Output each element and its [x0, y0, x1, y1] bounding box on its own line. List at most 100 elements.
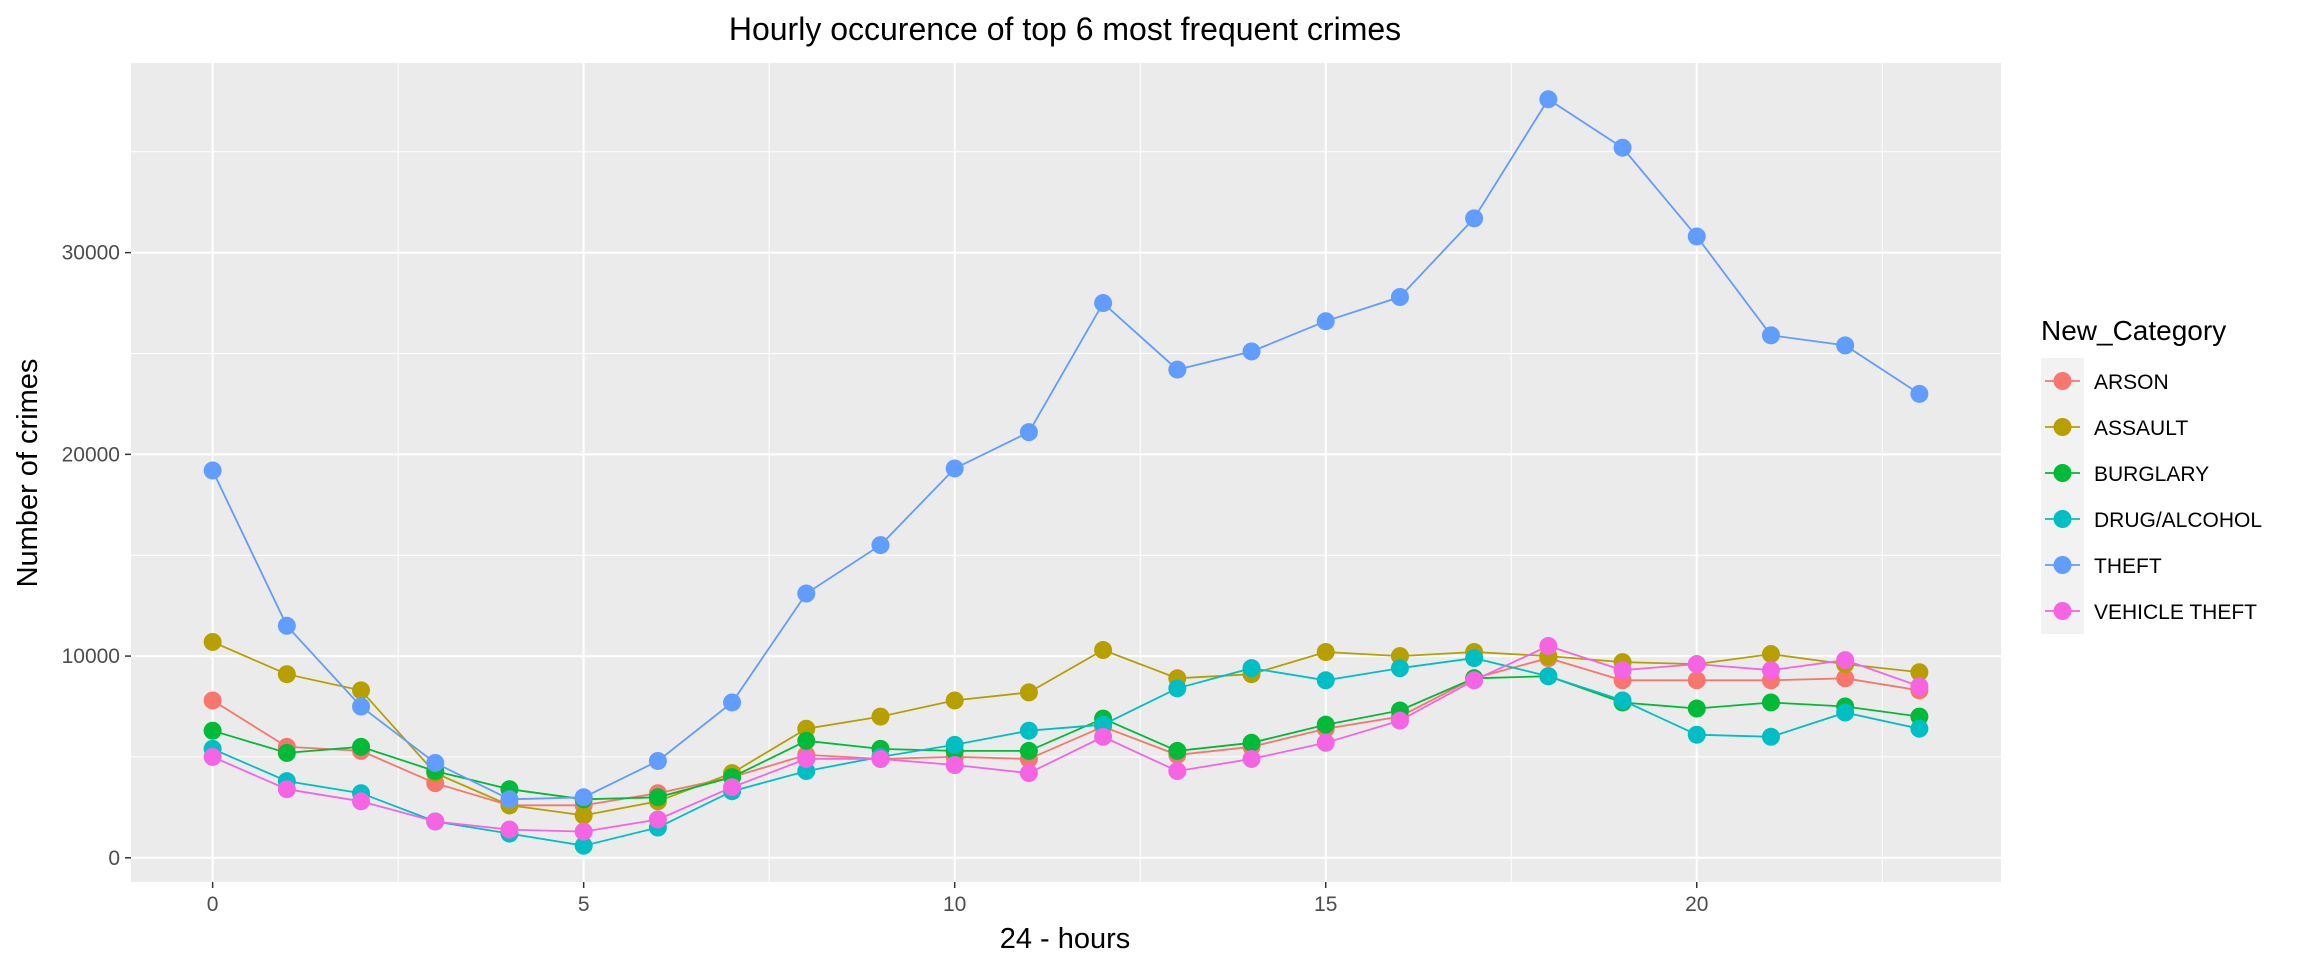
- chart-title: Hourly occurence of top 6 most frequent …: [729, 11, 1401, 47]
- data-point-drug-alcohol: [1465, 649, 1484, 668]
- series-line-drug-alcohol: [212, 657, 1920, 847]
- data-point-drug-alcohol: [1687, 725, 1706, 744]
- legend-key-point: [2053, 372, 2072, 390]
- data-point-vehicle-theft: [426, 812, 445, 831]
- data-point-assault: [945, 691, 964, 710]
- x-tick-label: 15: [1314, 893, 1337, 916]
- data-point-assault: [203, 632, 222, 651]
- data-point-assault: [1761, 645, 1780, 664]
- data-point-theft: [1910, 384, 1929, 403]
- x-tick-label: 0: [207, 893, 219, 916]
- data-point-vehicle-theft: [574, 822, 593, 841]
- legend-item-arson: ARSON: [2041, 358, 2169, 404]
- data-point-burglary: [648, 788, 667, 807]
- data-point-vehicle-theft: [1687, 655, 1706, 674]
- data-point-vehicle-theft: [1465, 671, 1484, 690]
- legend-key-point: [2053, 602, 2072, 620]
- data-point-vehicle-theft: [1613, 661, 1632, 680]
- series-line-burglary: [212, 675, 1920, 801]
- data-point-vehicle-theft: [277, 780, 296, 799]
- legend-item-drug-alcohol: DRUG/ALCOHOL: [2041, 496, 2262, 542]
- data-point-drug-alcohol: [1168, 679, 1187, 698]
- legend-key-point: [2053, 556, 2072, 574]
- data-point-assault: [871, 707, 890, 726]
- data-point-assault: [574, 806, 593, 825]
- data-point-vehicle-theft: [203, 747, 222, 766]
- data-point-arson: [203, 691, 222, 710]
- data-point-drug-alcohol: [1390, 659, 1409, 678]
- legend-key-point: [2053, 510, 2072, 528]
- data-point-assault: [352, 681, 371, 700]
- data-point-vehicle-theft: [648, 810, 667, 829]
- data-point-burglary: [797, 731, 816, 750]
- legend-key-point: [2053, 464, 2072, 482]
- data-point-theft: [1539, 90, 1558, 109]
- data-point-theft: [648, 751, 667, 770]
- data-point-theft: [797, 584, 816, 603]
- data-point-theft: [1836, 336, 1855, 355]
- series-layer: [203, 90, 1929, 855]
- data-point-theft: [277, 616, 296, 635]
- data-point-theft: [1168, 360, 1187, 379]
- data-point-assault: [277, 665, 296, 684]
- data-point-vehicle-theft: [1761, 661, 1780, 680]
- data-point-burglary: [1242, 733, 1261, 752]
- data-point-drug-alcohol: [1316, 671, 1335, 690]
- legend-item-assault: ASSAULT: [2041, 404, 2188, 450]
- y-tick-label: 10000: [62, 645, 120, 668]
- data-point-theft: [203, 461, 222, 480]
- data-point-burglary: [1019, 741, 1038, 760]
- data-point-drug-alcohol: [1910, 719, 1929, 738]
- data-point-theft: [1613, 138, 1632, 157]
- data-point-vehicle-theft: [797, 749, 816, 768]
- data-point-theft: [1242, 342, 1261, 361]
- data-point-vehicle-theft: [1316, 733, 1335, 752]
- legend-label: VEHICLE THEFT: [2094, 601, 2257, 624]
- legend-label: DRUG/ALCOHOL: [2094, 509, 2262, 532]
- legend-label: ASSAULT: [2094, 417, 2188, 440]
- data-point-theft: [1465, 209, 1484, 228]
- data-point-theft: [1761, 326, 1780, 345]
- series-line-arson: [212, 657, 1920, 807]
- data-point-vehicle-theft: [871, 749, 890, 768]
- legend-item-vehicle-theft: VEHICLE THEFT: [2041, 588, 2257, 634]
- data-point-theft: [1019, 423, 1038, 442]
- axes: 0 5 10 15 20 0 10000 20000 30000: [62, 242, 1709, 916]
- x-tick-label: 10: [943, 893, 966, 916]
- data-point-assault: [1019, 683, 1038, 702]
- data-point-burglary: [352, 737, 371, 756]
- data-point-assault: [1316, 643, 1335, 662]
- data-point-theft: [574, 788, 593, 807]
- data-point-arson: [1836, 669, 1855, 688]
- data-point-drug-alcohol: [1539, 667, 1558, 686]
- data-point-theft: [426, 753, 445, 772]
- legend: New_Category ARSON ASSAULT BURGLARY DRUG/AL…: [2041, 315, 2262, 634]
- data-point-theft: [945, 459, 964, 478]
- data-point-burglary: [1687, 699, 1706, 718]
- y-tick-label: 30000: [62, 242, 120, 265]
- x-tick-label: 20: [1685, 893, 1708, 916]
- series-line-theft: [211, 98, 1920, 801]
- data-point-theft: [1687, 227, 1706, 246]
- legend-label: ARSON: [2094, 371, 2169, 394]
- data-point-drug-alcohol: [1242, 659, 1261, 678]
- data-point-burglary: [203, 721, 222, 740]
- data-point-burglary: [1168, 741, 1187, 760]
- data-point-theft: [871, 536, 890, 555]
- data-point-drug-alcohol: [1761, 727, 1780, 746]
- data-point-drug-alcohol: [1836, 703, 1855, 722]
- data-point-vehicle-theft: [945, 756, 964, 774]
- series-line-assault: [212, 641, 1920, 817]
- data-point-theft: [1094, 294, 1113, 313]
- data-point-vehicle-theft: [1390, 711, 1409, 730]
- x-axis-title: 24 - hours: [1000, 923, 1131, 955]
- y-tick-label: 0: [108, 847, 120, 870]
- data-point-burglary: [1316, 715, 1335, 734]
- y-axis-title: Number of crimes: [12, 359, 44, 588]
- series-line-vehicle-theft: [212, 645, 1920, 833]
- data-point-arson: [1687, 671, 1706, 690]
- legend-label: BURGLARY: [2094, 463, 2209, 486]
- data-point-theft: [1390, 288, 1409, 306]
